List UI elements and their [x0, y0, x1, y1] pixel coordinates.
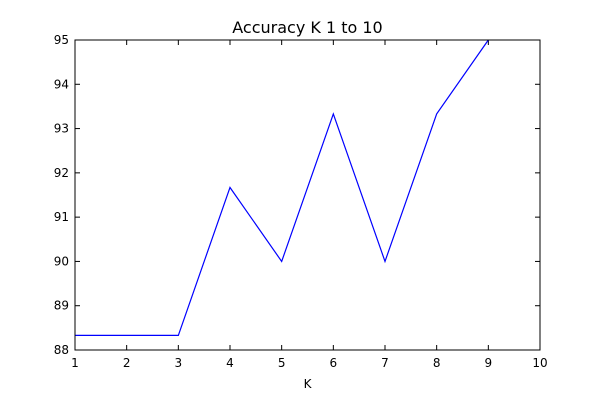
x-tick-label: 1: [71, 356, 79, 370]
x-tick-label: 10: [532, 356, 547, 370]
x-tick-label: 9: [485, 356, 493, 370]
chart-title: Accuracy K 1 to 10: [232, 18, 382, 37]
x-tick-label: 6: [330, 356, 338, 370]
y-tick-label: 95: [54, 33, 69, 47]
x-tick-label: 3: [175, 356, 183, 370]
y-axis-ticks: 88 89 90 91 92 93 94 95: [54, 33, 540, 357]
x-tick-label: 2: [123, 356, 131, 370]
x-axis-ticks: 1 2 3 4 5 6 7 8 9 10: [71, 40, 548, 370]
y-tick-label: 93: [54, 122, 69, 136]
plot-frame: [74, 39, 541, 351]
x-tick-label: 8: [433, 356, 441, 370]
series-group: [75, 39, 489, 336]
y-tick-label: 90: [54, 254, 69, 268]
x-tick-label: 7: [381, 356, 389, 370]
y-tick-label: 94: [54, 77, 69, 91]
y-tick-label: 88: [54, 343, 69, 357]
x-axis-title: K: [304, 377, 313, 391]
series-line: [75, 39, 489, 336]
y-tick-label: 92: [54, 166, 69, 180]
x-tick-label: 5: [278, 356, 286, 370]
plot-area: [75, 40, 540, 350]
y-tick-label: 91: [54, 210, 69, 224]
x-tick-label: 4: [226, 356, 234, 370]
y-tick-label: 89: [54, 299, 69, 313]
